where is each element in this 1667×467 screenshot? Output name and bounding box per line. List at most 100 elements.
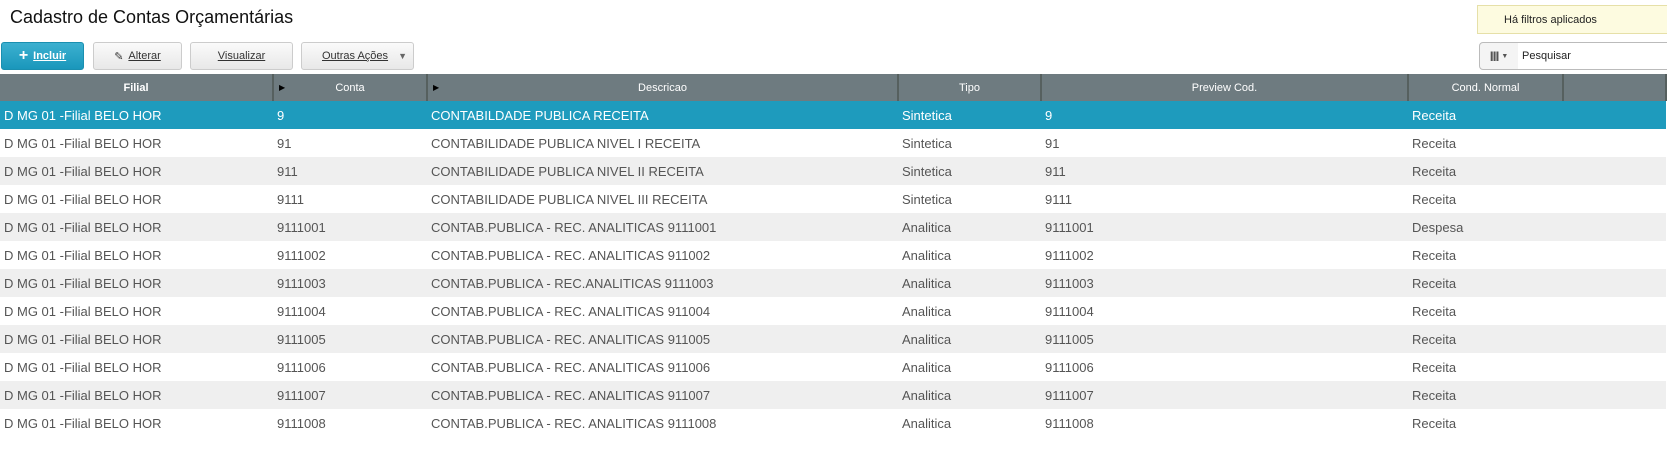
table-cell-extra xyxy=(1563,157,1666,185)
table-cell-extra xyxy=(1563,353,1666,381)
table-cell: D MG 01 -Filial BELO HOR xyxy=(4,303,162,319)
table-cell: D MG 01 -Filial BELO HOR xyxy=(4,359,162,375)
columns-button[interactable]: III ▼ xyxy=(1479,42,1519,70)
table-cell: CONTAB.PUBLICA - REC. ANALITICAS 911006 xyxy=(431,359,711,375)
table-row[interactable]: D MG 01 -Filial BELO HOR 9111008 CONTAB.PU… xyxy=(0,409,1666,437)
data-table: Filial ▶ Conta ▶ Descricao Tipo Preview Cod. Co… xyxy=(0,74,1667,437)
column-header-cond-normal[interactable]: Cond. Normal xyxy=(1408,74,1564,101)
table-cell: 9111008 xyxy=(1045,415,1094,431)
table-cell: Receita xyxy=(1412,303,1457,319)
table-cell: CONTAB.PUBLICA - REC. ANALITICAS 911005 xyxy=(427,325,898,353)
table-cell: D MG 01 -Filial BELO HOR xyxy=(0,101,273,129)
table-cell: Sintetica xyxy=(898,157,1041,185)
table-cell-extra xyxy=(1563,101,1666,129)
table-cell: CONTAB.PUBLICA - REC. ANALITICAS 911004 xyxy=(431,303,711,319)
table-row[interactable]: D MG 01 -Filial BELO HOR 9111005 CONTAB.PU… xyxy=(0,325,1666,353)
table-row[interactable]: D MG 01 -Filial BELO HOR 9111002 CONTAB.PU… xyxy=(0,241,1666,269)
table-cell: CONTABILDADE PUBLICA RECEITA xyxy=(427,101,898,129)
table-cell: D MG 01 -Filial BELO HOR xyxy=(4,415,162,431)
column-header-conta[interactable]: ▶ Conta xyxy=(273,74,428,101)
table-cell: Receita xyxy=(1412,415,1457,431)
table-cell: Analitica xyxy=(902,247,952,263)
table-cell: Receita xyxy=(1412,359,1457,375)
sort-arrow-icon: ▶ xyxy=(279,83,286,92)
table-cell: 9111008 xyxy=(277,415,326,431)
table-cell: CONTAB.PUBLICA - REC. ANALITICAS 9111001 xyxy=(427,213,898,241)
table-cell: Receita xyxy=(1408,325,1563,353)
table-cell: Sintetica xyxy=(902,135,952,151)
column-header-extra xyxy=(1563,74,1667,101)
table-cell: CONTAB.PUBLICA - REC.ANALITICAS 9111003 xyxy=(427,269,898,297)
table-cell: D MG 01 -Filial BELO HOR xyxy=(4,135,162,151)
column-header-filial[interactable]: Filial xyxy=(0,74,274,101)
table-cell: 9111004 xyxy=(1045,303,1094,319)
column-header-tipo[interactable]: Tipo xyxy=(898,74,1042,101)
table-row[interactable]: D MG 01 -Filial BELO HOR 9111006 CONTAB.PU… xyxy=(0,353,1666,381)
filters-notice[interactable]: Há filtros aplicados xyxy=(1477,5,1667,34)
incluir-button[interactable]: + Incluir xyxy=(1,42,84,70)
table-cell: 9111001 xyxy=(1041,213,1408,241)
table-cell: 91 xyxy=(277,135,292,151)
table-cell: D MG 01 -Filial BELO HOR xyxy=(0,381,273,409)
table-cell: Despesa xyxy=(1408,213,1563,241)
table-cell: CONTAB.PUBLICA - REC. ANALITICAS 911002 xyxy=(431,247,711,263)
table-row[interactable]: D MG 01 -Filial BELO HOR 9111004 CONTAB.PU… xyxy=(0,297,1666,325)
table-cell: D MG 01 -Filial BELO HOR xyxy=(0,269,273,297)
table-cell: CONTABILIDADE PUBLICA NIVEL III RECEITA xyxy=(431,191,708,207)
table-cell: Sintetica xyxy=(898,101,1041,129)
table-cell: Analitica xyxy=(898,269,1041,297)
table-cell: 9111004 xyxy=(277,303,326,319)
table-cell: 911 xyxy=(273,157,427,185)
table-cell-extra xyxy=(1563,241,1666,269)
table-cell: 9111006 xyxy=(1045,359,1094,375)
table-cell: 91 xyxy=(1045,135,1060,151)
sort-arrow-icon: ▶ xyxy=(433,83,440,92)
table-cell: Analitica xyxy=(902,303,952,319)
table-cell: 911 xyxy=(1041,157,1408,185)
table-cell: Analitica xyxy=(902,415,952,431)
table-cell: Receita xyxy=(1412,135,1457,151)
table-cell: D MG 01 -Filial BELO HOR xyxy=(0,325,273,353)
table-cell-extra xyxy=(1563,381,1666,409)
table-cell: CONTABILIDADE PUBLICA NIVEL I RECEITA xyxy=(431,135,701,151)
search-input[interactable] xyxy=(1518,42,1667,70)
table-cell: 9111007 xyxy=(273,381,427,409)
table-cell: Receita xyxy=(1408,157,1563,185)
outras-acoes-button[interactable]: Outras Ações ▼ xyxy=(301,42,414,70)
table-cell: 9 xyxy=(1041,101,1408,129)
table-cell-extra xyxy=(1563,325,1666,353)
table-cell-extra xyxy=(1563,213,1666,241)
table-cell: CONTAB.PUBLICA - REC. ANALITICAS 911007 xyxy=(427,381,898,409)
table-row[interactable]: D MG 01 -Filial BELO HOR 9111007 CONTAB.PU… xyxy=(0,381,1666,409)
table-cell: Receita xyxy=(1408,269,1563,297)
column-header-descricao[interactable]: ▶ Descricao xyxy=(427,74,899,101)
table-cell: 9111001 xyxy=(273,213,427,241)
table-cell: D MG 01 -Filial BELO HOR xyxy=(0,213,273,241)
table-cell: Receita xyxy=(1412,191,1457,207)
table-cell: D MG 01 -Filial BELO HOR xyxy=(0,157,273,185)
table-row[interactable]: D MG 01 -Filial BELO HOR 911 CONTABILIDADE… xyxy=(0,157,1666,185)
pencil-icon: ✎ xyxy=(114,50,124,63)
table-cell: 9111002 xyxy=(277,247,326,263)
table-cell: 9111005 xyxy=(1041,325,1408,353)
table-cell: 9111007 xyxy=(1041,381,1408,409)
table-cell: 9111 xyxy=(1045,191,1072,207)
table-row[interactable]: D MG 01 -Filial BELO HOR 9 CONTABILDADE PU… xyxy=(0,101,1666,129)
table-cell: CONTABILIDADE PUBLICA NIVEL II RECEITA xyxy=(427,157,898,185)
table-cell: CONTAB.PUBLICA - REC. ANALITICAS 9111008 xyxy=(431,415,717,431)
table-cell: 9111005 xyxy=(273,325,427,353)
table-row[interactable]: D MG 01 -Filial BELO HOR 9111 CONTABILIDAD… xyxy=(0,185,1666,213)
column-header-preview-cod[interactable]: Preview Cod. xyxy=(1041,74,1409,101)
table-row[interactable]: D MG 01 -Filial BELO HOR 9111003 CONTAB.PU… xyxy=(0,269,1666,297)
table-row[interactable]: D MG 01 -Filial BELO HOR 91 CONTABILIDADE … xyxy=(0,129,1666,157)
visualizar-button[interactable]: Visualizar xyxy=(190,42,293,70)
table-cell-extra xyxy=(1563,297,1666,325)
table-cell: 9111002 xyxy=(1045,247,1094,263)
alterar-button[interactable]: ✎ Alterar xyxy=(93,42,182,70)
table-cell: Receita xyxy=(1408,101,1563,129)
table-row[interactable]: D MG 01 -Filial BELO HOR 9111001 CONTAB.PU… xyxy=(0,213,1666,241)
page-title: Cadastro de Contas Orçamentárias xyxy=(10,7,294,27)
table-cell-extra xyxy=(1563,185,1666,213)
table-cell-extra xyxy=(1563,129,1666,157)
table-cell: Analitica xyxy=(898,381,1041,409)
